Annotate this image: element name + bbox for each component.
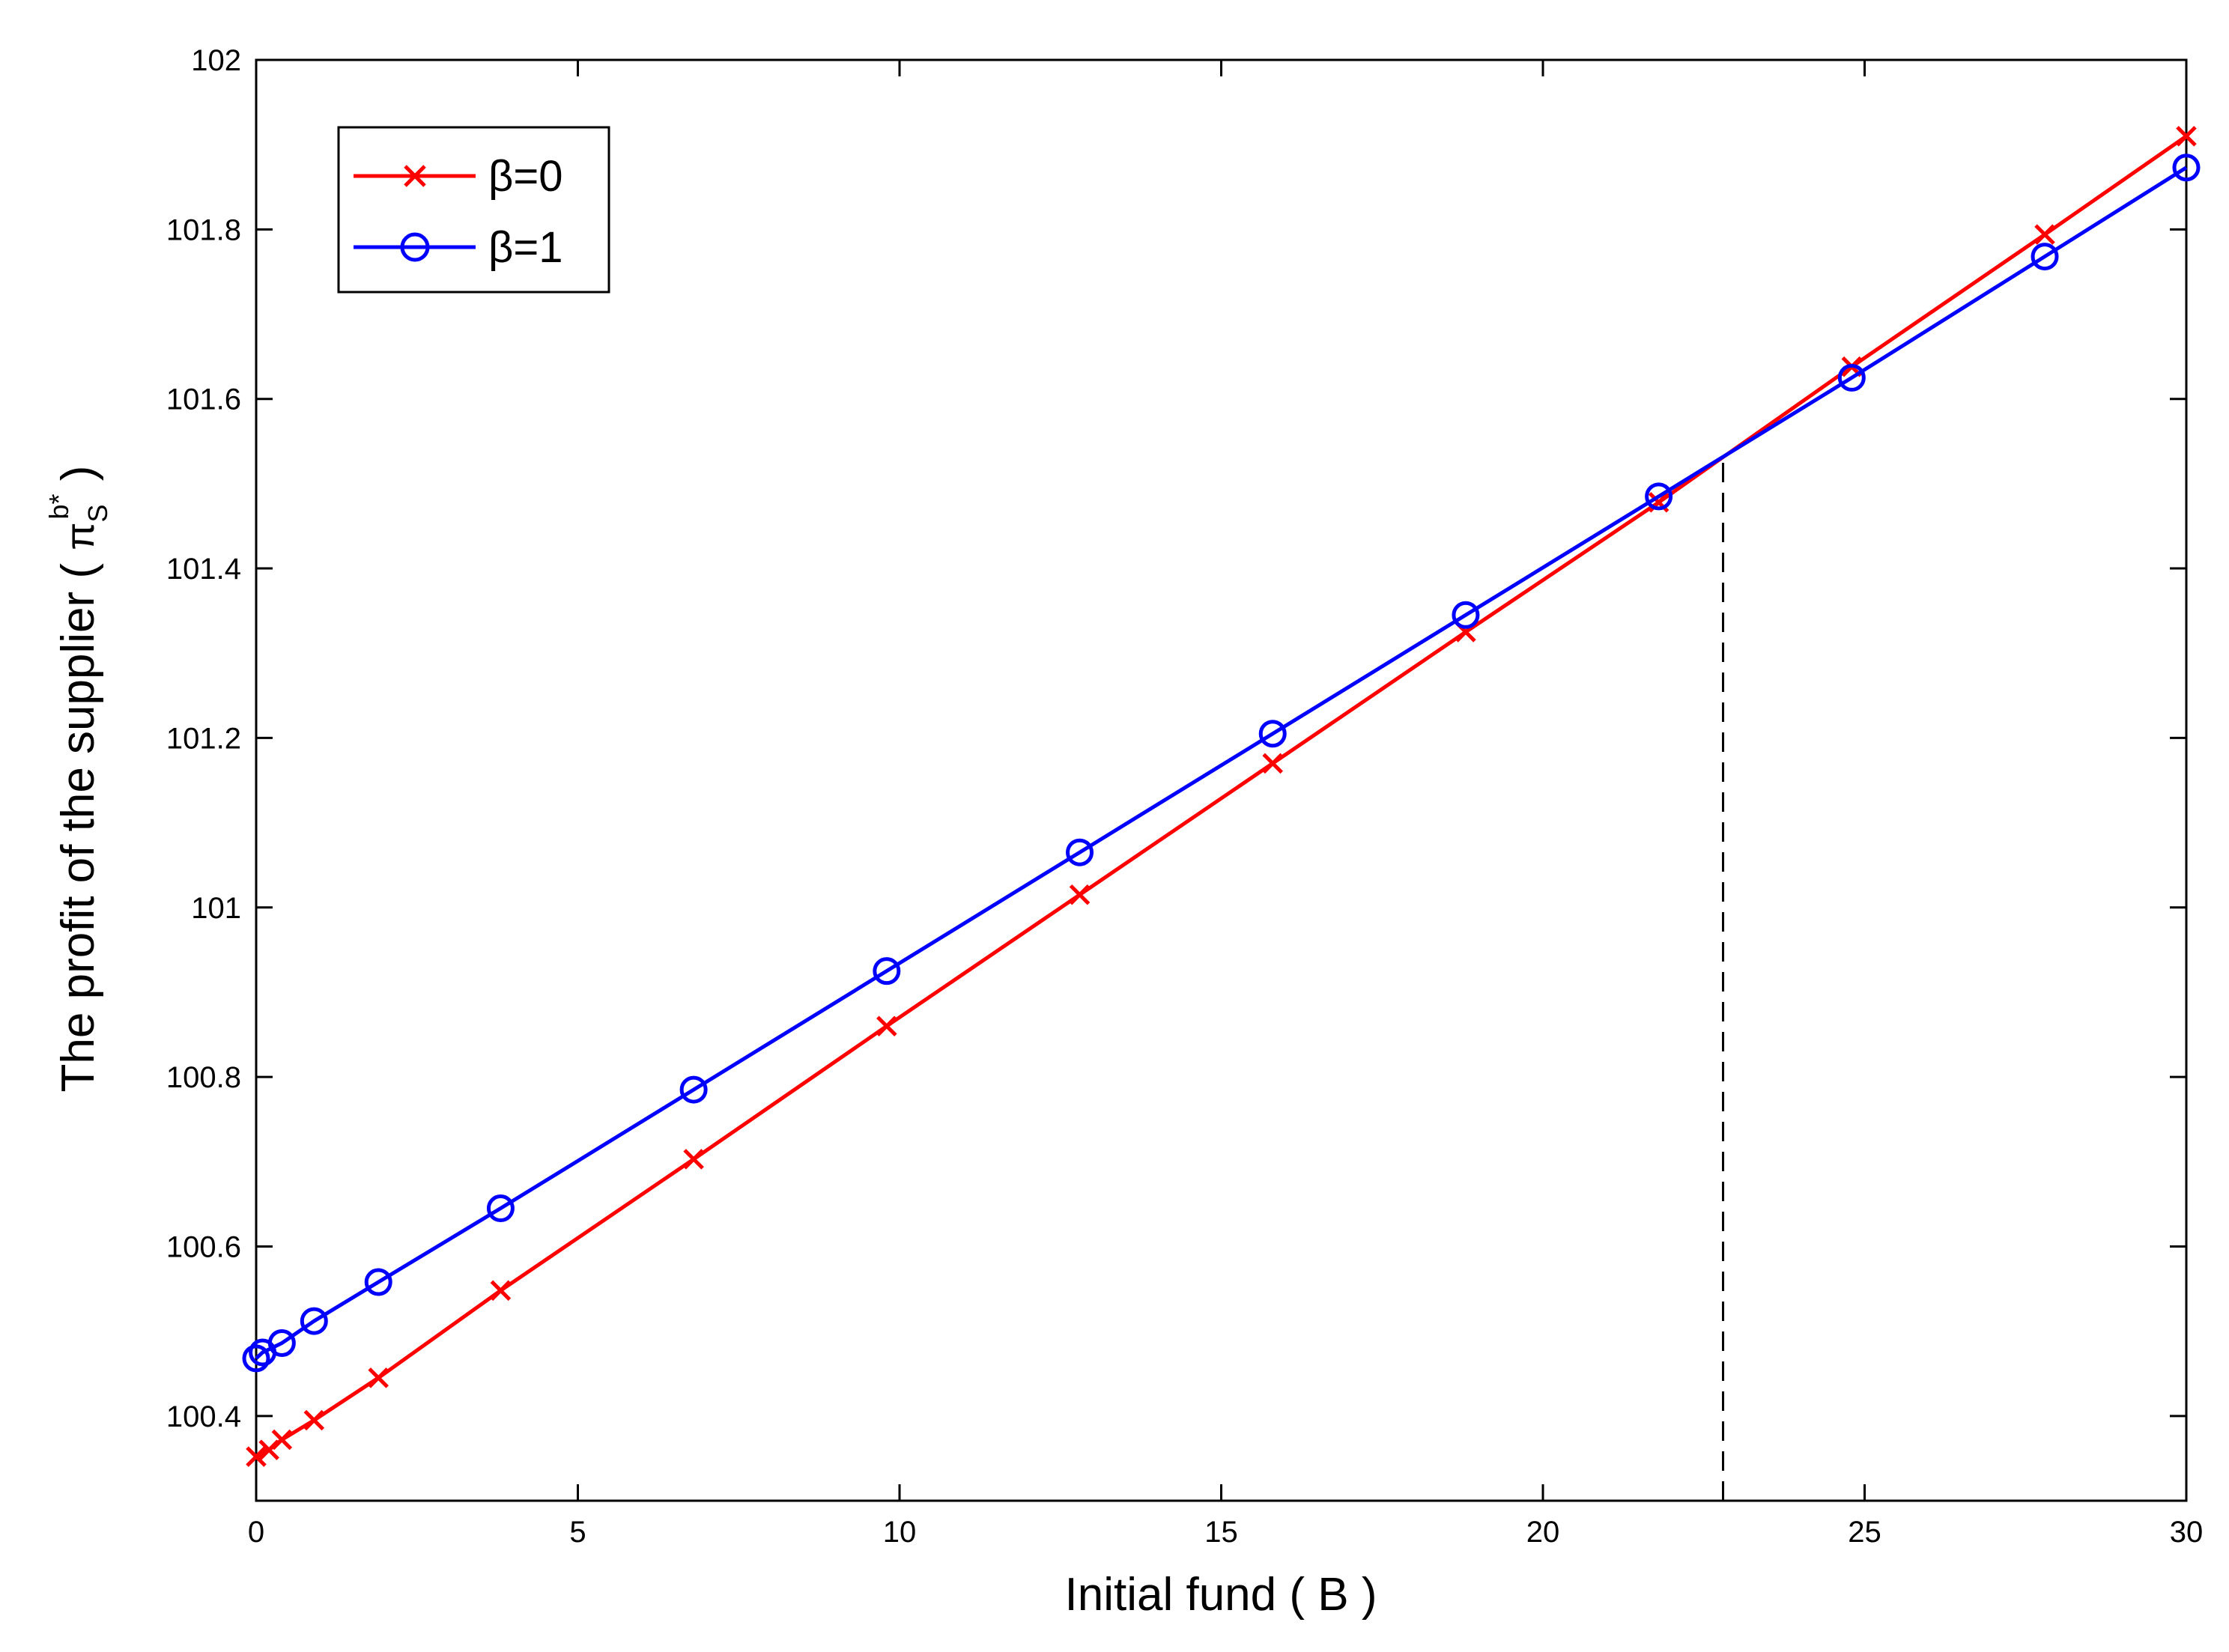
y-tick-label: 101.6	[166, 383, 241, 416]
series-layer	[242, 126, 2201, 1467]
data-point	[1262, 753, 1283, 774]
data-point	[873, 957, 901, 986]
y-tick-label: 101.4	[166, 553, 241, 586]
data-point	[267, 1328, 296, 1357]
y-axis-title-superscript: b*	[43, 494, 74, 519]
x-tick-label: 5	[569, 1516, 586, 1549]
y-tick-label: 100.6	[166, 1230, 241, 1263]
y-axis-title: The profit of the supplier ( πSb* )	[43, 466, 113, 1093]
data-point	[303, 1409, 325, 1431]
y-tick-label: 102	[191, 44, 241, 77]
data-point	[364, 1268, 392, 1296]
data-point	[300, 1307, 328, 1335]
x-tick-label: 25	[1848, 1516, 1881, 1549]
data-point	[876, 1015, 897, 1036]
data-point	[2034, 224, 2055, 245]
x-axis-title: Initial fund ( B )	[1065, 1569, 1377, 1621]
data-point	[1066, 838, 1094, 866]
legend-marker-beta-0	[404, 165, 426, 187]
legend-marker-beta-1	[400, 232, 430, 262]
data-point	[1645, 482, 1673, 511]
legend: β=0 β=1	[337, 126, 610, 294]
plot-area	[255, 58, 2188, 1502]
y-axis-title-symbol: π	[58, 522, 103, 550]
y-tick-label: 100.4	[166, 1400, 241, 1433]
data-point	[271, 1429, 293, 1451]
legend-box	[337, 126, 610, 294]
y-tick-label: 100.8	[166, 1061, 241, 1094]
data-point	[2172, 154, 2201, 182]
data-point	[486, 1194, 515, 1223]
data-point	[1069, 884, 1091, 905]
x-tick-label: 20	[1526, 1516, 1560, 1549]
data-point	[2176, 126, 2197, 147]
data-point	[258, 1439, 279, 1460]
x-tick-label: 30	[2170, 1516, 2204, 1549]
y-tick-label: 101.2	[166, 722, 241, 755]
y-axis-title-suffix: )	[52, 466, 104, 494]
y-tick-label: 101	[191, 892, 241, 925]
data-point	[242, 1344, 270, 1373]
series-1	[242, 154, 2201, 1373]
data-point	[1258, 720, 1287, 748]
data-point	[490, 1280, 512, 1302]
data-point	[1837, 363, 1866, 392]
y-axis-title-text: The profit of the supplier (	[52, 550, 104, 1093]
x-tick-label: 0	[248, 1516, 264, 1549]
axis-ticks: 0 5 10 15 20 25 30 100.4 100.6 100.8 101 101.2 101.4…	[166, 44, 2203, 1549]
data-point	[679, 1075, 708, 1104]
y-axis-title-subscript: S	[82, 504, 113, 522]
data-point	[1452, 601, 1480, 629]
data-point	[246, 1446, 267, 1467]
legend-label-beta-1: β=1	[488, 223, 563, 272]
x-tick-label: 15	[1204, 1516, 1238, 1549]
data-point	[683, 1149, 704, 1170]
svg-text:The profit of the supplier ( π: The profit of the supplier ( πSb* )	[43, 466, 113, 1093]
y-tick-label: 101.8	[166, 213, 241, 246]
data-point	[368, 1367, 389, 1388]
legend-label-beta-0: β=0	[488, 152, 563, 201]
x-tick-label: 10	[883, 1516, 917, 1549]
data-point	[2031, 243, 2059, 271]
